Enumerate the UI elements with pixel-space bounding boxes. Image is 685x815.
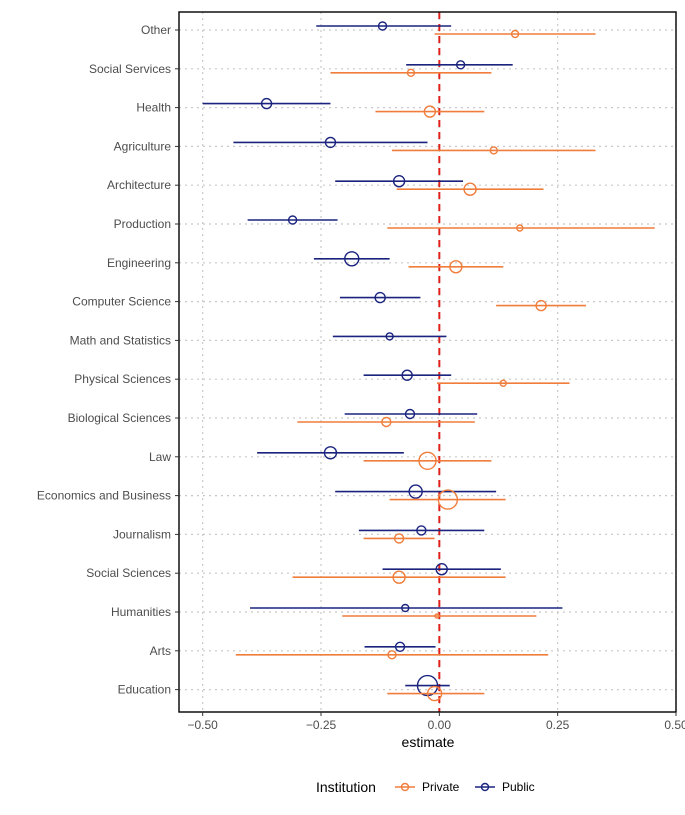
legend-entry-public: Public — [475, 780, 535, 794]
legend-key-marker — [480, 782, 490, 792]
estimate-point — [434, 613, 440, 619]
category-label: Other — [141, 23, 171, 37]
estimate-point — [535, 299, 547, 312]
estimate-point — [418, 451, 437, 470]
estimate-point — [510, 29, 520, 39]
x-axis-ticks: −0.50 −0.25 0.00 0.25 0.50 — [187, 712, 685, 732]
x-tick-label: 0.00 — [428, 718, 452, 732]
category-label: Computer Science — [72, 295, 171, 309]
estimate-point — [374, 291, 386, 304]
legend-entry-private: Private — [395, 780, 460, 794]
estimate-point — [260, 97, 273, 110]
estimate-point — [449, 260, 463, 274]
estimate-point — [416, 525, 427, 536]
category-labels: Other Social Services Health Agriculture Arc… — [37, 23, 179, 697]
legend-label: Public — [502, 780, 535, 794]
x-tick-label: 0.25 — [546, 718, 570, 732]
estimate-point — [435, 563, 448, 576]
x-tick-label: −0.25 — [306, 718, 337, 732]
estimate-point — [344, 251, 360, 267]
estimate-point — [489, 146, 498, 155]
estimate-point — [404, 408, 416, 420]
estimate-point — [392, 570, 406, 584]
estimate-point — [377, 21, 388, 31]
category-label: Law — [149, 450, 171, 464]
x-axis-title: estimate — [402, 734, 455, 750]
category-label: Social Sciences — [86, 566, 171, 580]
category-label: Production — [114, 217, 171, 231]
estimate-point — [406, 68, 416, 78]
series-private — [235, 29, 655, 702]
category-label: Humanities — [111, 605, 171, 619]
legend-label: Private — [422, 780, 460, 794]
estimate-point — [499, 379, 507, 387]
estimate-point — [426, 685, 443, 702]
category-label: Engineering — [107, 256, 171, 270]
estimate-point — [323, 446, 338, 460]
estimate-point — [455, 60, 466, 70]
estimate-point — [401, 369, 413, 381]
category-label: Math and Statistics — [70, 333, 171, 347]
category-label: Health — [136, 101, 171, 115]
category-label: Arts — [150, 644, 171, 658]
estimate-point — [394, 641, 406, 652]
category-label: Social Services — [89, 62, 171, 76]
x-tick-label: 0.50 — [664, 718, 685, 732]
estimate-point — [287, 215, 298, 225]
series-public — [202, 21, 563, 697]
series-layer — [202, 21, 655, 702]
category-label: Architecture — [107, 178, 171, 192]
plot-panel-border — [178, 11, 677, 713]
category-label: Journalism — [113, 527, 171, 541]
estimate-point — [401, 603, 410, 613]
legend-title: Institution — [316, 779, 376, 795]
estimate-point — [387, 650, 397, 660]
estimate-point — [324, 136, 337, 149]
estimate-point — [516, 224, 524, 232]
grid-layer — [179, 12, 677, 712]
estimate-point — [423, 105, 437, 118]
estimate-point — [385, 332, 394, 341]
estimate-point — [381, 416, 392, 428]
category-label: Economics and Business — [37, 489, 171, 503]
estimate-point — [393, 533, 405, 544]
legend-key-marker — [400, 782, 410, 792]
estimate-point — [437, 489, 459, 510]
category-label: Agriculture — [114, 139, 172, 153]
estimate-point — [408, 484, 423, 499]
category-label: Education — [118, 683, 171, 697]
category-label: Biological Sciences — [68, 411, 171, 425]
x-tick-label: −0.50 — [187, 718, 218, 732]
legend: Institution Private Public — [316, 779, 535, 795]
category-label: Physical Sciences — [74, 372, 171, 386]
estimate-point — [392, 174, 406, 188]
estimate-point — [463, 182, 477, 196]
